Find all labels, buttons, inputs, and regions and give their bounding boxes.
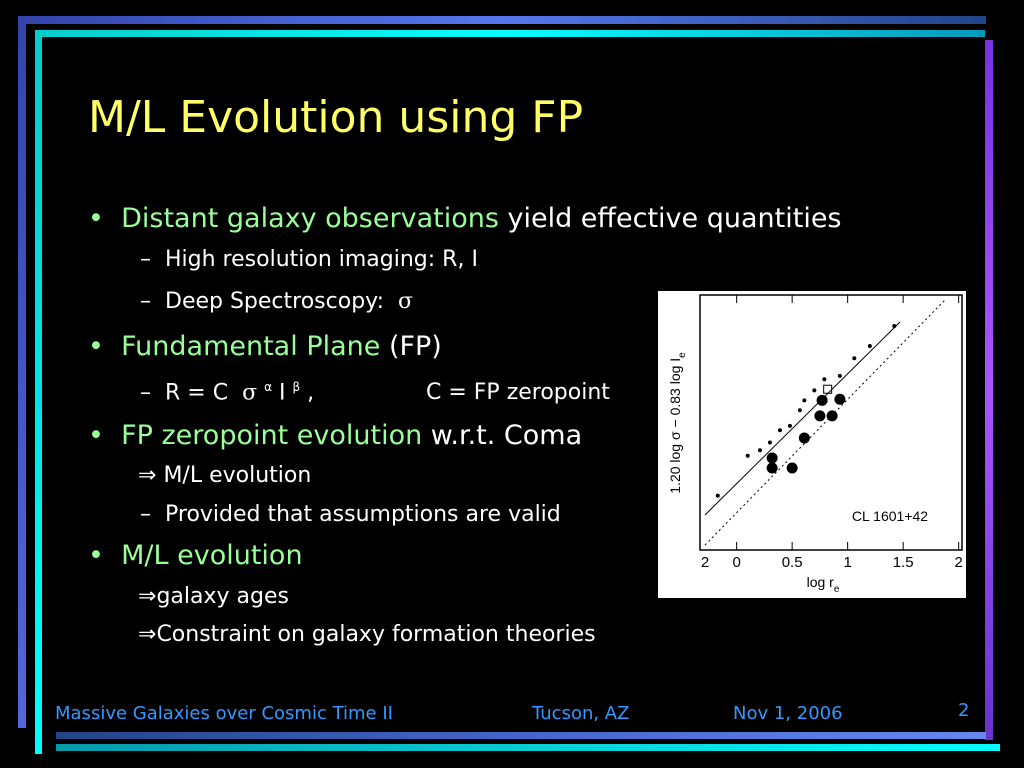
text: FP zeropoint evolution [121, 420, 423, 451]
marker: – [140, 289, 151, 314]
marker: • [88, 203, 104, 234]
footer-date: Nov 1, 2006 [733, 703, 843, 724]
y-axis-label: 1.20 log σ − 0.83 log Ie [667, 352, 688, 494]
text: yield effective quantities [498, 203, 842, 234]
x-tick-label: 0.5 [782, 554, 803, 571]
marker: • [88, 540, 104, 571]
x-tick-label: 2 [954, 554, 962, 571]
x-axis-label-sub: e [834, 584, 840, 595]
footer-place: Tucson, AZ [532, 703, 630, 724]
point [766, 462, 778, 474]
point [786, 462, 798, 474]
right-bar [985, 40, 993, 740]
text: galaxy ages [156, 584, 289, 609]
top-bar [18, 16, 986, 24]
text: α [264, 380, 273, 394]
bullet: • M/L evolution [88, 540, 303, 571]
text: Constraint on galaxy formation theories [156, 622, 596, 647]
left-bar [18, 16, 26, 728]
point [787, 423, 792, 428]
point [814, 410, 826, 422]
text: High resolution imaging: R, I [165, 247, 478, 272]
sub-bullet: ⇒Constraint on galaxy formation theories [138, 622, 596, 647]
point [715, 493, 720, 498]
text: Fundamental Plane [121, 331, 381, 362]
marker: – [140, 247, 151, 272]
bottom-bar [56, 732, 986, 739]
point [834, 393, 846, 405]
marker: – [140, 502, 151, 527]
text: I [272, 380, 293, 406]
top-bar-cyan [35, 30, 985, 37]
text: R = C [165, 380, 243, 406]
annotation: CL 1601+42 [852, 508, 928, 524]
text: , [300, 380, 315, 406]
point [826, 410, 838, 422]
text: β [292, 380, 301, 394]
point [757, 448, 762, 453]
x-tick-label: 1.5 [893, 554, 914, 571]
text: Deep Spectroscopy: [165, 289, 398, 314]
text: C = FP zeropoint [426, 380, 610, 405]
plot-frame [699, 294, 963, 551]
text: Distant galaxy observations [121, 203, 499, 234]
page-number: 2 [958, 700, 970, 721]
y-axis-label-sub: e [677, 352, 688, 358]
x-tick-label: 0 [732, 554, 740, 571]
marker: • [88, 420, 104, 451]
left-bar-cyan [35, 30, 42, 754]
point [798, 432, 810, 444]
point [767, 440, 772, 445]
x-tick-label: 1 [843, 554, 851, 571]
text: M/L evolution [163, 463, 312, 488]
text: σ [397, 289, 414, 314]
y-axis-label-text: 1.20 log σ − 0.83 log I [667, 358, 683, 494]
figure: CL 1601+42 2 log re 1.20 log σ − 0.83 lo… [658, 291, 966, 598]
sub-bullet: – High resolution imaging: R, I [140, 247, 478, 272]
sub-bullet: ⇒ M/L evolution [138, 463, 311, 488]
sub-bullet: – Provided that assumptions are valid [140, 502, 561, 527]
point [812, 388, 817, 393]
x-axis-label: log re [807, 574, 840, 595]
text: σ [242, 380, 258, 406]
sub-bullet: – R = C σ α I β , [140, 380, 314, 405]
text: w.r.t. Coma [422, 420, 583, 451]
text: Provided that assumptions are valid [165, 502, 561, 527]
point [892, 324, 897, 329]
footer-event: Massive Galaxies over Cosmic Time II [55, 703, 393, 724]
x-axis-label-text: log r [807, 574, 835, 590]
sub-bullet: – Deep Spectroscopy: σ [140, 289, 413, 314]
point [816, 394, 828, 406]
point [822, 377, 827, 382]
marker: – [140, 380, 151, 406]
marker: ⇒ [138, 622, 157, 647]
bullet: • FP zeropoint evolution w.r.t. Coma [88, 420, 582, 451]
bullet: • Fundamental Plane (FP) [88, 331, 442, 362]
point [837, 373, 842, 378]
point [777, 428, 782, 433]
reference-line [704, 299, 946, 546]
bottom-bar-cyan [56, 744, 1000, 751]
marker: • [88, 331, 104, 362]
point [797, 408, 802, 413]
slide-title: M/L Evolution using FP [88, 92, 584, 143]
point [852, 356, 857, 361]
point [766, 452, 778, 464]
point [745, 453, 750, 458]
point [867, 344, 872, 348]
figure-background [658, 291, 966, 598]
bullet: • Distant galaxy observations yield effe… [88, 203, 842, 234]
marker: ⇒ [138, 463, 157, 488]
text: M/L evolution [121, 540, 303, 571]
fit-line [704, 321, 901, 516]
point [823, 384, 833, 394]
sub-bullet: ⇒galaxy ages [138, 584, 289, 609]
point [802, 398, 807, 403]
text: (FP) [380, 331, 442, 362]
marker: ⇒ [138, 584, 157, 609]
x-tick-label: 2 [701, 554, 709, 571]
